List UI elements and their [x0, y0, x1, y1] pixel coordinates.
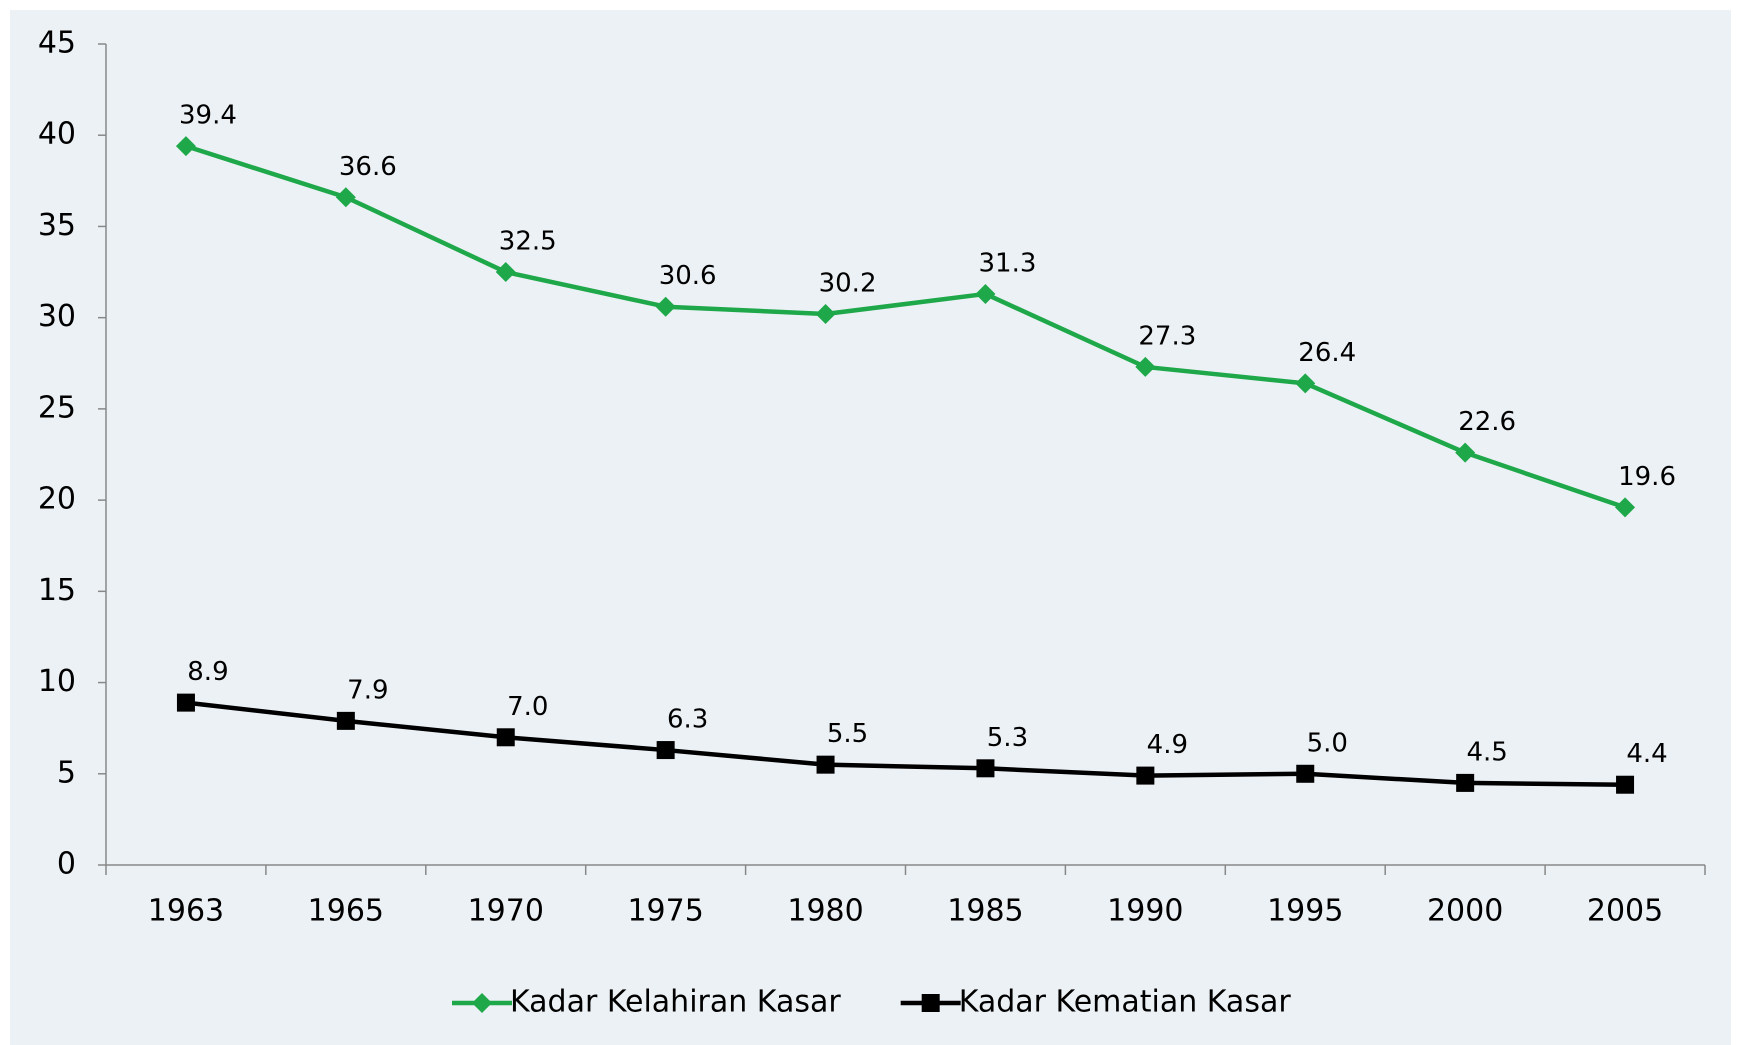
chart-background: [10, 10, 1731, 1045]
series-line: [185, 700, 1626, 787]
legend-label: Kadar Kelahiran Kasar: [510, 985, 841, 1020]
y-tick-label: 15: [38, 573, 76, 608]
x-tick-label: 1963: [148, 894, 224, 929]
data-label: 5.5: [827, 719, 868, 749]
data-label: 32.5: [499, 227, 557, 257]
series-line: [185, 144, 1626, 510]
marker: [921, 994, 940, 1012]
data-label: 4.9: [1147, 730, 1188, 760]
y-tick-label: 40: [38, 117, 76, 152]
marker: [655, 296, 676, 317]
data-label: 7.9: [347, 675, 388, 705]
y-tick-label: 20: [38, 482, 76, 517]
y-tick-label: 10: [38, 664, 76, 699]
data-label: 4.5: [1466, 737, 1507, 767]
marker: [472, 993, 492, 1013]
marker: [815, 304, 836, 325]
x-tick-label: 1975: [627, 894, 703, 929]
x-tick-label: 2005: [1587, 894, 1663, 929]
data-label: 30.6: [659, 261, 717, 291]
y-tick-label: 0: [57, 847, 76, 882]
y-tick-label: 25: [38, 390, 76, 425]
marker: [176, 693, 195, 712]
data-label: 19.6: [1618, 462, 1676, 492]
legend-label: Kadar Kematian Kasar: [959, 985, 1292, 1020]
marker: [1455, 442, 1476, 463]
marker: [1135, 356, 1156, 377]
data-label: 27.3: [1138, 321, 1196, 351]
data-label: 26.4: [1298, 338, 1356, 368]
data-label: 5.0: [1307, 728, 1348, 758]
x-tick-label: 1965: [308, 894, 384, 929]
data-label: 4.4: [1626, 739, 1667, 769]
marker: [1295, 373, 1316, 394]
x-tick-label: 1980: [787, 894, 863, 929]
y-tick-label: 30: [38, 299, 76, 334]
marker: [656, 741, 675, 760]
x-tick-label: 1995: [1267, 894, 1343, 929]
marker: [496, 728, 515, 747]
data-label: 7.0: [507, 692, 548, 722]
marker: [1456, 773, 1475, 792]
marker: [495, 262, 516, 283]
marker: [175, 136, 196, 157]
x-tick-label: 1970: [468, 894, 544, 929]
marker: [816, 755, 835, 774]
data-label: 30.2: [819, 269, 877, 299]
marker: [1615, 497, 1636, 518]
marker: [1296, 764, 1315, 783]
y-tick-label: 35: [38, 208, 76, 243]
data-label: 39.4: [179, 101, 237, 131]
marker: [335, 187, 356, 208]
marker: [976, 759, 995, 778]
data-label: 8.9: [187, 657, 228, 687]
x-tick-label: 1985: [947, 894, 1023, 929]
data-label: 36.6: [339, 152, 397, 182]
y-tick-label: 5: [57, 755, 76, 790]
x-tick-label: 2000: [1427, 894, 1503, 929]
data-label: 31.3: [979, 248, 1037, 278]
data-label: 6.3: [667, 705, 708, 735]
marker: [975, 283, 996, 304]
marker: [1136, 766, 1155, 785]
data-label: 5.3: [987, 723, 1028, 753]
data-label: 22.6: [1458, 407, 1516, 437]
x-tick-label: 1990: [1107, 894, 1183, 929]
marker: [1616, 775, 1635, 794]
y-tick-label: 45: [38, 26, 76, 61]
marker: [336, 711, 355, 730]
